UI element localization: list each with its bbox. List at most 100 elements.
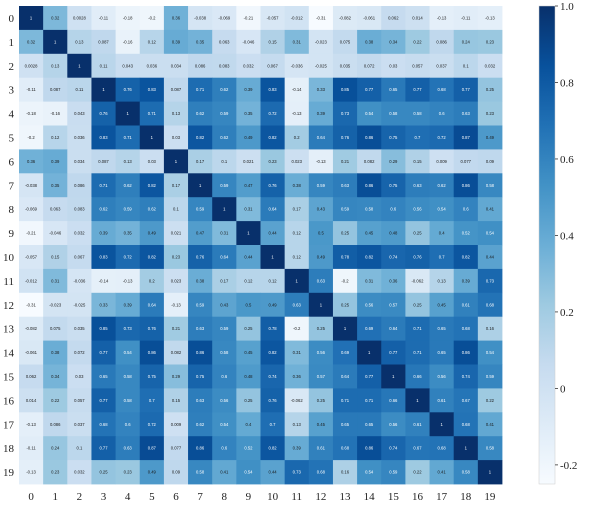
- heatmap-cell-label: 0.39: [462, 278, 471, 283]
- heatmap-cell-label: 0.73: [293, 470, 302, 475]
- heatmap-cell-label: 0.86: [365, 446, 374, 451]
- heatmap-cell-label: 1: [199, 183, 202, 188]
- heatmap-cell-label: 0.15: [268, 39, 277, 44]
- heatmap-cell-r6-c9: [236, 149, 261, 174]
- heatmap-cell-label: 0.1: [76, 446, 82, 451]
- heatmap-cell-label: -0.023: [49, 302, 62, 307]
- heatmap-cell-label: 0.48: [389, 231, 398, 236]
- heatmap-cell-r6-c2: [67, 149, 92, 174]
- heatmap-cell-r4-c18: [453, 101, 479, 126]
- heatmap-cell-label: 0.73: [341, 111, 350, 116]
- heatmap-cell-r7-c7: [188, 173, 213, 198]
- heatmap-cell-label: 0.0028: [25, 63, 38, 68]
- heatmap-cell-label: 0.67: [413, 446, 422, 451]
- heatmap-cell-r18-c12: [308, 436, 334, 461]
- heatmap-cell-label: 0.072: [364, 63, 375, 68]
- x-tick-label: 10: [267, 491, 279, 503]
- heatmap-cell-r13-c2: [67, 316, 92, 341]
- heatmap-cell-r1-c9: [236, 29, 261, 55]
- heatmap-cell-r9-c15: [381, 221, 406, 246]
- heatmap-cell-label: 0.85: [99, 326, 108, 331]
- heatmap-cell-label: 0.15: [172, 398, 181, 403]
- heatmap-cell-r1-c11: [284, 29, 310, 55]
- heatmap-cell-r14-c6: [163, 340, 189, 365]
- heatmap-cell-label: 0.72: [268, 111, 277, 116]
- heatmap-cell-r17-c17: [429, 412, 455, 437]
- heatmap-cell-r10-c14: [357, 245, 382, 270]
- heatmap-cell-r2-c8: [212, 53, 237, 79]
- heatmap-cell-r0-c0: [19, 6, 44, 31]
- heatmap-cell-r1-c15: [381, 29, 406, 55]
- colorbar-tick-label: 0.8: [560, 77, 574, 89]
- heatmap-cell-r13-c3: [91, 316, 116, 341]
- heatmap-cell-label: 0.6: [463, 207, 469, 212]
- heatmap-cell-r7-c15: [381, 173, 406, 198]
- heatmap-cell-label: 0.36: [27, 159, 36, 164]
- heatmap-cell-r9-c1: [43, 221, 68, 246]
- heatmap-cell-label: 0.067: [74, 254, 85, 259]
- heatmap-cell-label: 0.23: [124, 470, 133, 475]
- heatmap-cell-label: 0.009: [436, 159, 447, 164]
- heatmap-cell-r4-c17: [429, 101, 455, 126]
- heatmap-cell-label: 0.58: [486, 446, 495, 451]
- heatmap-cell-r5-c15: [381, 125, 406, 150]
- heatmap-cell-label: 0.034: [171, 63, 182, 68]
- heatmap-cell-r3-c12: [308, 77, 334, 102]
- heatmap-cell-label: 0.43: [317, 207, 326, 212]
- heatmap-cell-label: 0.49: [317, 254, 326, 259]
- heatmap-cell-label: 0.7: [415, 135, 421, 140]
- x-tick-label: 14: [364, 491, 376, 503]
- heatmap-cell-label: 0.83: [99, 135, 108, 140]
- heatmap-cell-label: 0.057: [412, 63, 423, 68]
- heatmap-cell-label: 0.58: [220, 350, 229, 355]
- heatmap-cell-r2-c17: [429, 53, 455, 79]
- heatmap-cell-label: 0.03: [172, 135, 181, 140]
- heatmap-cell-label: 0.22: [51, 398, 60, 403]
- y-tick-label: 7: [9, 180, 15, 192]
- heatmap-cell-r0-c14: [357, 6, 382, 31]
- heatmap-cell-r15-c6: [163, 364, 189, 389]
- heatmap-cell-label: 0.23: [486, 111, 495, 116]
- heatmap-cell-label: 0.41: [220, 470, 229, 475]
- heatmap-cell-label: 0.032: [74, 231, 85, 236]
- heatmap-cell-r3-c17: [429, 77, 455, 102]
- heatmap-cell-r5-c3: [91, 125, 116, 150]
- heatmap-cell-label: 0.2: [294, 135, 300, 140]
- heatmap-cell-r11-c7: [188, 268, 213, 294]
- heatmap-cell-r4-c16: [405, 101, 430, 126]
- heatmap-cell-label: -0.14: [292, 87, 302, 92]
- heatmap-cell-label: 0.82: [268, 350, 277, 355]
- heatmap-cell-label: 0.72: [148, 422, 157, 427]
- heatmap-cell-r10-c18: [453, 245, 479, 270]
- heatmap-cell-r16-c18: [453, 388, 479, 413]
- heatmap-cell-label: 0.75: [389, 135, 398, 140]
- heatmap-cell-label: 0.45: [244, 350, 253, 355]
- heatmap-cell-label: 0.77: [389, 350, 398, 355]
- heatmap-cell-label: 0.45: [438, 302, 447, 307]
- heatmap-cell-r12-c19: [477, 292, 503, 318]
- heatmap-cell-r15-c1: [43, 364, 68, 389]
- heatmap-cell-label: 1: [223, 207, 226, 212]
- heatmap-cell-label: 1: [392, 374, 395, 379]
- heatmap-cell-r14-c2: [67, 340, 92, 365]
- heatmap-cell-r19-c0: [19, 460, 44, 485]
- heatmap-cell-label: 0.077: [461, 159, 472, 164]
- heatmap-cell-r18-c15: [381, 436, 406, 461]
- heatmap-cell-r15-c13: [332, 364, 358, 389]
- heatmap-cell-r17-c1: [43, 412, 68, 437]
- heatmap-cell-r6-c5: [139, 149, 165, 174]
- heatmap-cell-r16-c0: [19, 388, 44, 413]
- heatmap-cell-label: 0.54: [124, 350, 133, 355]
- heatmap-cell-r4-c10: [260, 101, 286, 126]
- heatmap-cell-r12-c18: [453, 292, 479, 318]
- heatmap-cell-label: 0.86: [148, 350, 157, 355]
- heatmap-cell-r3-c6: [163, 77, 189, 102]
- heatmap-cell-r15-c9: [236, 364, 261, 389]
- heatmap-cell-label: 0.39: [51, 159, 60, 164]
- x-tick-label: 0: [28, 491, 34, 503]
- heatmap-cell-r13-c4: [115, 316, 141, 341]
- heatmap-cell-r1-c5: [139, 29, 165, 55]
- heatmap-cell-label: 0.87: [462, 135, 471, 140]
- heatmap-cell-r15-c2: [67, 364, 92, 389]
- heatmap-cell-label: 0.0028: [73, 15, 86, 20]
